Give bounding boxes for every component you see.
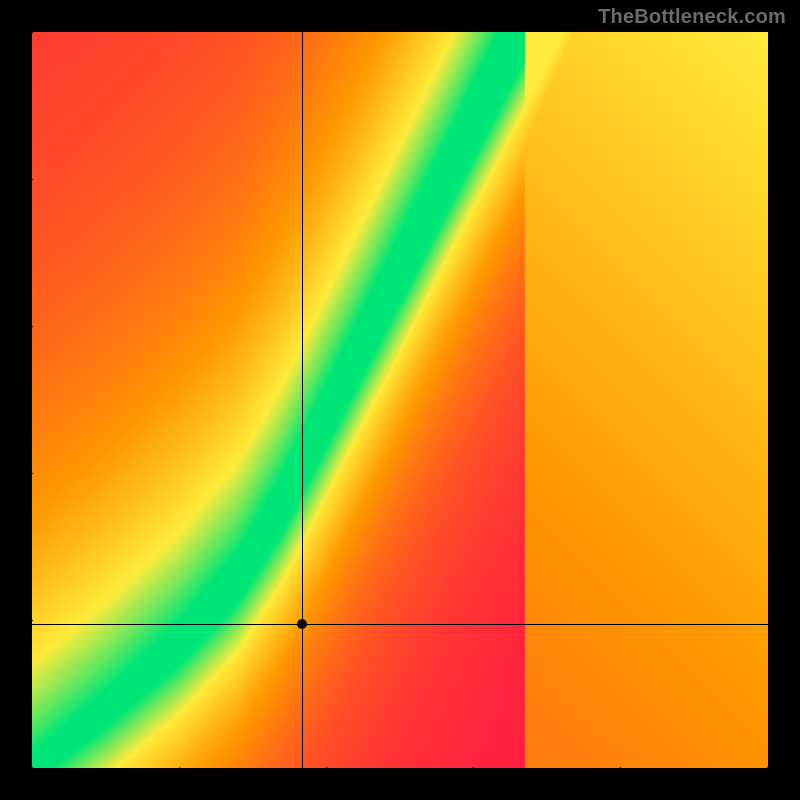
crosshair-dot [297,619,307,629]
heatmap-canvas [32,32,768,768]
watermark-text: TheBottleneck.com [598,6,786,29]
chart-container: TheBottleneck.com [0,0,800,800]
crosshair-vertical [302,32,303,768]
crosshair-horizontal [32,624,768,625]
